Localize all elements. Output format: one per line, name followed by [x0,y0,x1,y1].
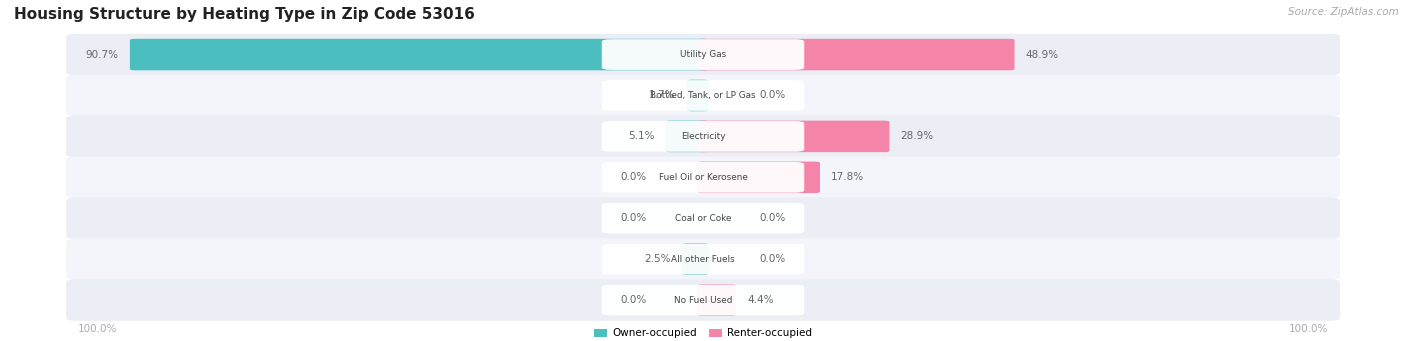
Text: Bottled, Tank, or LP Gas: Bottled, Tank, or LP Gas [650,91,756,100]
Text: All other Fuels: All other Fuels [671,255,735,264]
FancyBboxPatch shape [602,162,804,193]
Text: 0.0%: 0.0% [620,172,647,182]
FancyBboxPatch shape [66,157,1340,198]
FancyBboxPatch shape [129,39,709,70]
Text: 2.5%: 2.5% [644,254,671,264]
FancyBboxPatch shape [697,284,737,316]
Text: 4.4%: 4.4% [748,295,773,305]
FancyBboxPatch shape [602,39,804,70]
FancyBboxPatch shape [602,244,804,275]
Text: 28.9%: 28.9% [901,131,934,142]
Text: Housing Structure by Heating Type in Zip Code 53016: Housing Structure by Heating Type in Zip… [14,7,475,22]
Text: 0.0%: 0.0% [759,213,786,223]
Text: 0.0%: 0.0% [759,90,786,101]
FancyBboxPatch shape [66,75,1340,116]
FancyBboxPatch shape [682,243,709,275]
FancyBboxPatch shape [602,203,804,234]
Text: Coal or Coke: Coal or Coke [675,214,731,223]
Text: Utility Gas: Utility Gas [681,50,725,59]
FancyBboxPatch shape [66,197,1340,239]
FancyBboxPatch shape [697,121,890,152]
FancyBboxPatch shape [697,39,1015,70]
FancyBboxPatch shape [66,279,1340,321]
Text: 17.8%: 17.8% [831,172,865,182]
Text: Fuel Oil or Kerosene: Fuel Oil or Kerosene [658,173,748,182]
FancyBboxPatch shape [66,116,1340,157]
FancyBboxPatch shape [602,80,804,111]
Text: 0.0%: 0.0% [620,295,647,305]
Text: 48.9%: 48.9% [1026,49,1059,60]
Text: 100.0%: 100.0% [1289,324,1329,334]
Text: 5.1%: 5.1% [627,131,654,142]
Text: 0.0%: 0.0% [759,254,786,264]
Text: Electricity: Electricity [681,132,725,141]
FancyBboxPatch shape [66,238,1340,280]
FancyBboxPatch shape [602,285,804,315]
Text: 100.0%: 100.0% [77,324,117,334]
Text: 90.7%: 90.7% [86,49,118,60]
Text: 1.7%: 1.7% [650,90,675,101]
FancyBboxPatch shape [665,121,709,152]
FancyBboxPatch shape [66,34,1340,75]
Text: No Fuel Used: No Fuel Used [673,296,733,305]
FancyBboxPatch shape [602,121,804,152]
Legend: Owner-occupied, Renter-occupied: Owner-occupied, Renter-occupied [591,324,815,341]
FancyBboxPatch shape [697,162,820,193]
FancyBboxPatch shape [686,80,709,111]
Text: Source: ZipAtlas.com: Source: ZipAtlas.com [1288,7,1399,17]
Text: 0.0%: 0.0% [620,213,647,223]
